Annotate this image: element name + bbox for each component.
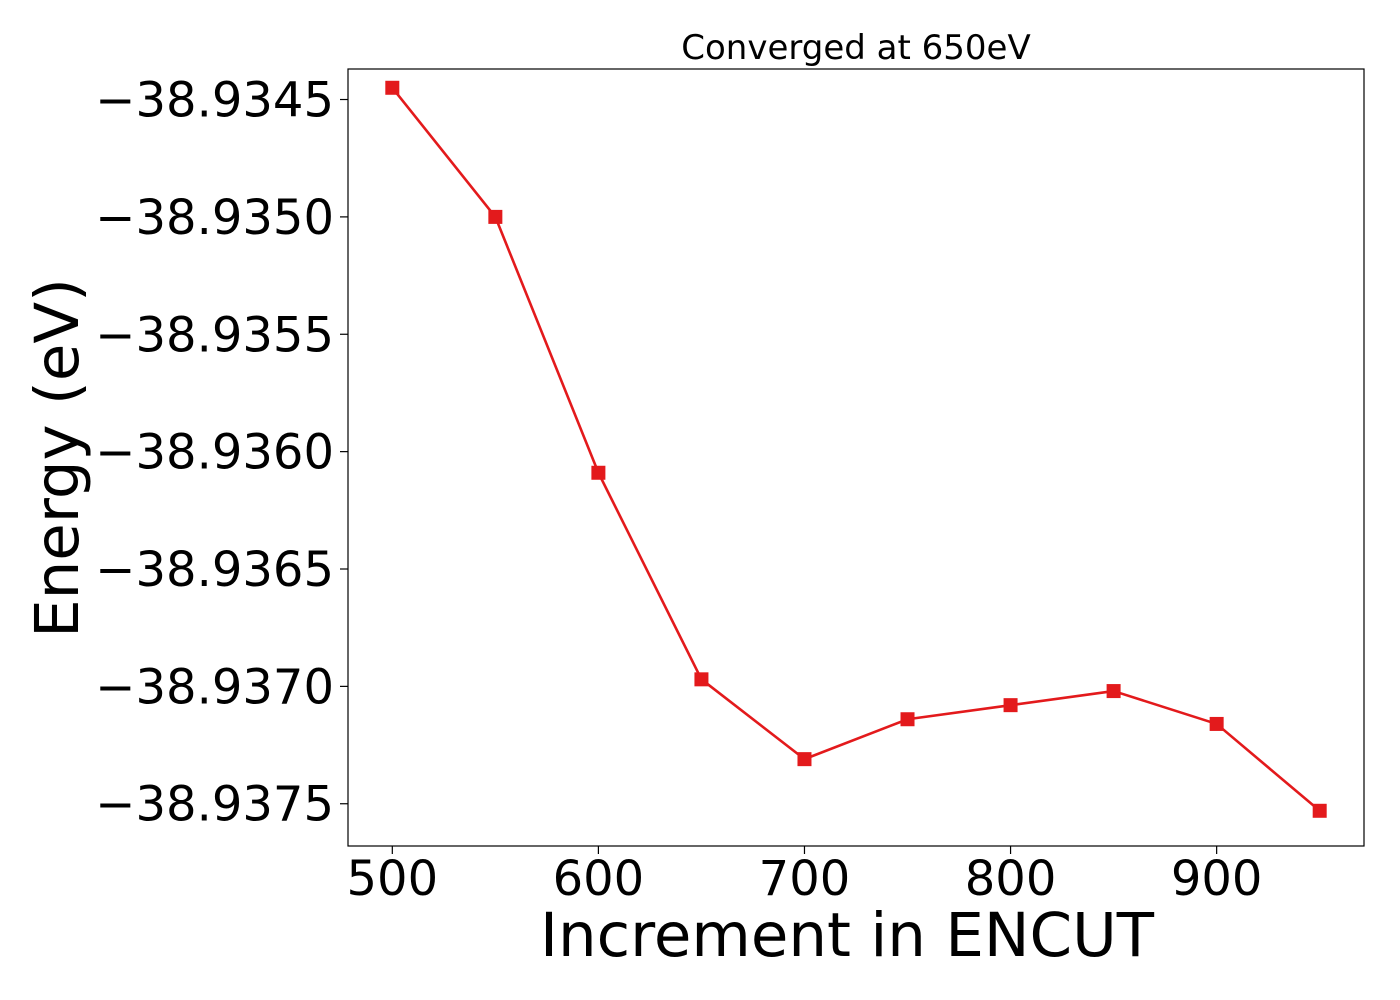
- y-tick-label: −38.9360: [95, 425, 334, 481]
- data-point-marker: [488, 209, 503, 224]
- x-tick-label: 500: [346, 851, 438, 907]
- y-tick-label: −38.9345: [95, 73, 334, 129]
- y-tick-label: −38.9350: [95, 190, 334, 246]
- y-tick-label: −38.9355: [95, 307, 334, 363]
- data-point-marker: [1312, 803, 1327, 818]
- y-axis-label: Energy (eV): [22, 278, 93, 638]
- y-tick-label: −38.9365: [95, 542, 334, 598]
- x-axis: 500 600 700 800 900: [346, 846, 1262, 907]
- y-tick-label: −38.9370: [95, 659, 334, 715]
- data-point-marker: [1106, 684, 1121, 699]
- data-point-marker: [1209, 716, 1224, 731]
- plot-area: [385, 80, 1327, 818]
- x-tick-label: 600: [553, 851, 645, 907]
- data-point-marker: [1003, 698, 1018, 713]
- data-point-marker: [900, 712, 915, 727]
- y-axis: −38.9345 −38.9350 −38.9355 −38.9360 −38.9365…: [95, 73, 348, 833]
- y-tick-label: −38.9375: [95, 777, 334, 833]
- data-point-marker: [591, 465, 606, 480]
- x-tick-label: 900: [1171, 851, 1263, 907]
- series-line: [391, 86, 1321, 812]
- x-axis-label: Increment in ENCUT: [540, 900, 1155, 971]
- data-point-marker: [694, 672, 709, 687]
- data-point-marker: [385, 80, 400, 95]
- x-tick-label: 700: [759, 851, 851, 907]
- data-point-marker: [797, 752, 812, 767]
- x-tick-label: 800: [965, 851, 1057, 907]
- chart-title: Converged at 650eV: [681, 28, 1030, 68]
- plot-frame: [347, 68, 1365, 847]
